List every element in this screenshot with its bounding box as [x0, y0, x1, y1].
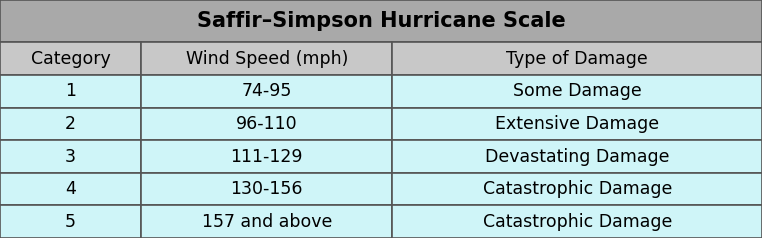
Bar — [0, 173, 141, 205]
Bar — [392, 75, 762, 108]
Bar — [141, 173, 392, 205]
Bar — [0, 42, 141, 75]
Text: Saffir–Simpson Hurricane Scale: Saffir–Simpson Hurricane Scale — [197, 11, 565, 31]
Bar — [141, 75, 392, 108]
Bar — [392, 42, 762, 75]
Text: Devastating Damage: Devastating Damage — [485, 148, 670, 166]
Bar — [392, 140, 762, 173]
Text: 2: 2 — [65, 115, 76, 133]
Text: Catastrophic Damage: Catastrophic Damage — [482, 213, 672, 231]
Bar — [0, 205, 141, 238]
Text: 5: 5 — [65, 213, 76, 231]
Text: Extensive Damage: Extensive Damage — [495, 115, 659, 133]
Bar — [392, 205, 762, 238]
Bar — [141, 205, 392, 238]
Bar — [392, 173, 762, 205]
Text: Wind Speed (mph): Wind Speed (mph) — [185, 50, 348, 68]
Text: 111-129: 111-129 — [230, 148, 303, 166]
Text: 130-156: 130-156 — [230, 180, 303, 198]
Text: Catastrophic Damage: Catastrophic Damage — [482, 180, 672, 198]
Text: 3: 3 — [65, 148, 76, 166]
Bar — [141, 140, 392, 173]
Text: 1: 1 — [65, 83, 76, 100]
Bar — [392, 108, 762, 140]
Bar — [0, 108, 141, 140]
Bar — [0, 75, 141, 108]
Bar — [141, 42, 392, 75]
Text: Type of Damage: Type of Damage — [506, 50, 648, 68]
Text: 157 and above: 157 and above — [201, 213, 332, 231]
Bar — [0, 0, 762, 42]
Bar — [141, 108, 392, 140]
Text: Category: Category — [30, 50, 110, 68]
Text: 96-110: 96-110 — [236, 115, 297, 133]
Bar — [0, 140, 141, 173]
Text: 74-95: 74-95 — [242, 83, 292, 100]
Text: 4: 4 — [65, 180, 76, 198]
Text: Some Damage: Some Damage — [513, 83, 642, 100]
